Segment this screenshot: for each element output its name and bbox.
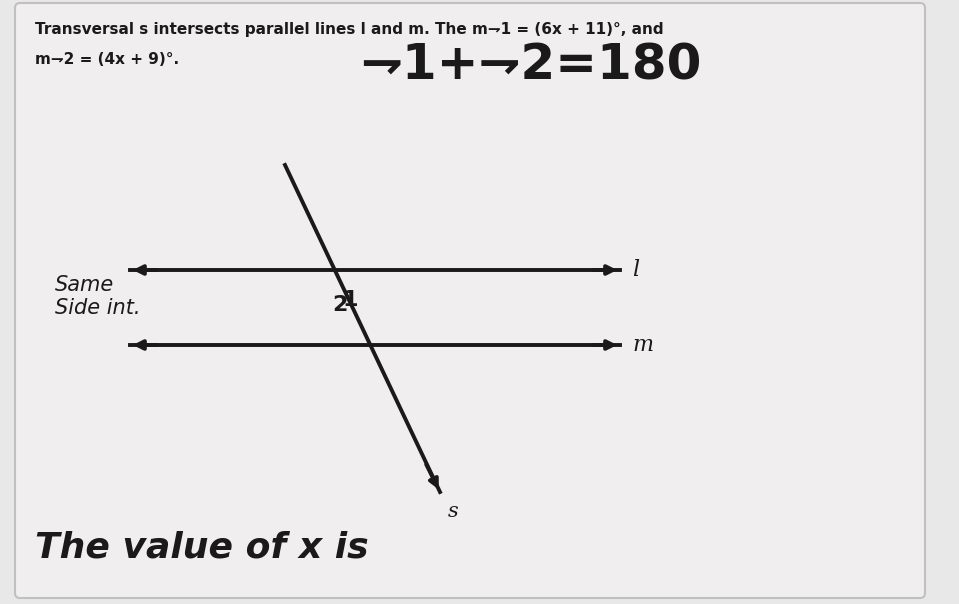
- Text: Transversal s intersects parallel lines l and m. The m⇁1 = (6x + 11)°, and: Transversal s intersects parallel lines …: [35, 22, 664, 37]
- Text: ⇁1+⇁2=180: ⇁1+⇁2=180: [360, 42, 701, 90]
- Text: m: m: [632, 334, 653, 356]
- Text: 2: 2: [333, 295, 348, 315]
- FancyBboxPatch shape: [15, 3, 925, 598]
- Text: m⇁2 = (4x + 9)°.: m⇁2 = (4x + 9)°.: [35, 52, 179, 67]
- Text: 1: 1: [342, 290, 359, 310]
- Text: Same: Same: [55, 275, 114, 295]
- Text: l: l: [632, 259, 639, 281]
- Text: s: s: [448, 502, 458, 521]
- Text: The value of x is: The value of x is: [35, 530, 368, 564]
- Text: Side int.: Side int.: [55, 298, 141, 318]
